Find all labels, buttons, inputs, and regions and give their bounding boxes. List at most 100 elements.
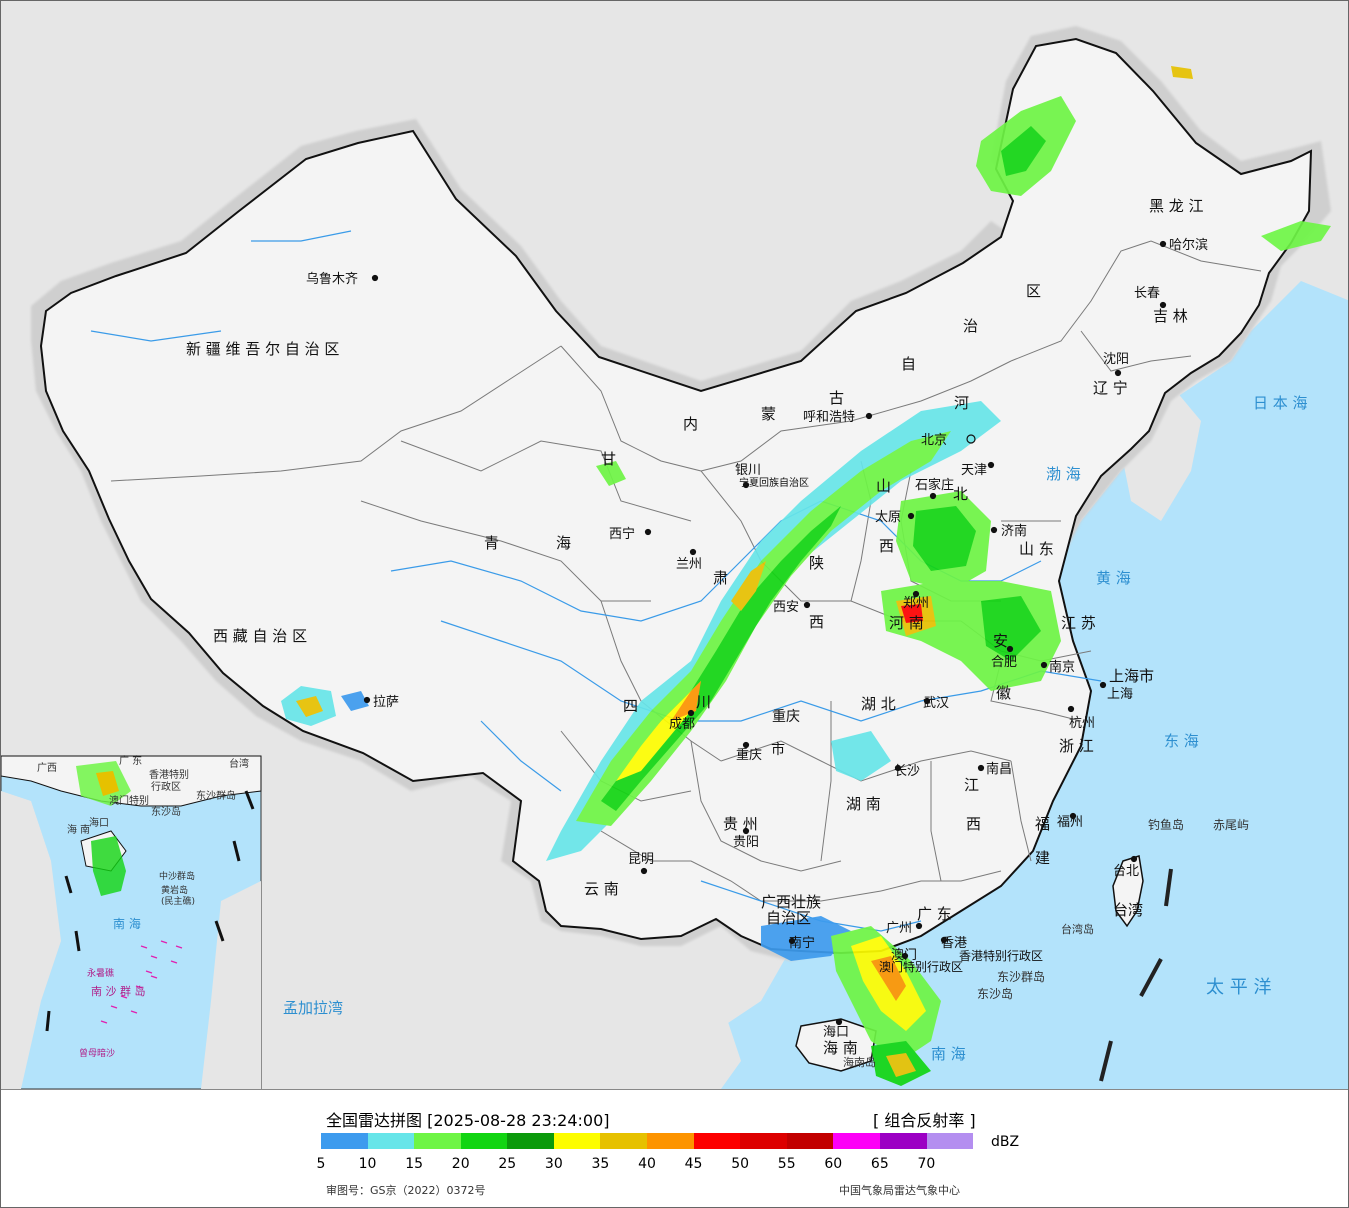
water-label: 渤 海 [1046, 465, 1081, 483]
scale-tick-label: 40 [638, 1156, 656, 1172]
scale-tick-label: 20 [451, 1156, 470, 1172]
approval-number: 审图号：GS京（2022）0372号 [326, 1184, 486, 1197]
city-marker-icon [923, 697, 931, 705]
province-label: 市 [771, 741, 785, 758]
province-label: 辽 宁 [1093, 379, 1128, 397]
province-label: 自治区 [766, 909, 811, 927]
city-marker-icon [1159, 240, 1167, 248]
scale-tick-label: 60 [824, 1156, 843, 1172]
hainan-island [795, 1018, 877, 1072]
city-label: 台北 [1113, 864, 1139, 879]
island-label: 钓鱼岛 [1148, 817, 1184, 832]
city-label: 北京 [921, 433, 947, 448]
color-swatch [786, 1133, 834, 1149]
province-label: 山 东 [1019, 540, 1054, 558]
province-label: 新 疆 维 吾 尔 自 治 区 [186, 340, 339, 358]
province-label: 内 [683, 415, 698, 433]
mosaic-title: 全国雷达拼图 [2025-08-28 23:24:00] [326, 1111, 610, 1130]
city-label: 天津 [961, 463, 987, 478]
color-swatch [414, 1133, 461, 1149]
water-label: 日 本 海 [1253, 394, 1308, 412]
province-label: 广 东 [917, 905, 952, 923]
city-marker-icon [907, 512, 915, 520]
water-label: 南 海 [931, 1045, 966, 1063]
city-marker-icon [1069, 812, 1077, 820]
city-label: 南京 [1049, 659, 1075, 675]
island-label: 东沙岛 [977, 986, 1013, 1001]
province-label: 澳门特别行政区 [879, 959, 963, 974]
scale-tick-label: 70 [917, 1156, 936, 1172]
province-label: 黑 龙 江 [1149, 197, 1204, 215]
color-swatch [553, 1133, 601, 1149]
province-label: 湖 南 [846, 795, 881, 813]
province-label: 山 [876, 477, 891, 495]
city-label: 南宁 [789, 935, 815, 951]
province-label: 安 [993, 632, 1008, 650]
city-marker-icon [1159, 301, 1167, 309]
agency-name: 中国气象局雷达气象中心 [839, 1184, 960, 1197]
inset-label: 香港特别 [149, 769, 189, 781]
city-marker-icon [940, 936, 948, 944]
inset-label: (民主礁) [161, 895, 195, 907]
water-label: 黄 海 [1096, 569, 1131, 587]
province-label: 徽 [996, 684, 1011, 702]
unit-label: dBZ [991, 1134, 1020, 1150]
city-marker-icon [1040, 661, 1048, 669]
city-marker-icon [1114, 369, 1122, 377]
city-label: 广州 [886, 921, 912, 936]
scale-tick-label: 55 [777, 1156, 796, 1172]
scale-tick-label: 65 [870, 1156, 889, 1172]
island-label: 台湾岛 [1061, 922, 1094, 936]
inset-label: 广西 [37, 762, 57, 774]
scale-tick-label: 30 [544, 1156, 563, 1172]
scale-tick-label: 15 [405, 1156, 424, 1172]
province-label: 西 [809, 613, 824, 631]
city-label: 哈尔滨 [1169, 237, 1208, 253]
scale-tick-label: 25 [498, 1156, 517, 1172]
city-label: 杭州 [1069, 716, 1095, 731]
south-asia-land [261, 761, 521, 1089]
province-label: 吉 林 [1153, 307, 1188, 325]
province-label: 西 [879, 537, 894, 555]
city-label: 海口 [823, 1025, 849, 1040]
island-label: 海南岛 [843, 1055, 876, 1069]
inset-label: 台湾 [229, 757, 249, 770]
scale-tick-label: 35 [591, 1156, 610, 1172]
province-label: 上海市 [1109, 667, 1154, 685]
city-label: 呼和浩特 [803, 410, 855, 425]
province-label: 海 [556, 534, 571, 552]
city-marker-icon [788, 937, 796, 945]
scale-tick-label: 5 [316, 1156, 326, 1172]
city-label: 济南 [1001, 523, 1027, 539]
province-label: 青 [484, 534, 499, 552]
city-marker-icon [1130, 855, 1138, 863]
radar-echoes [281, 66, 1331, 1086]
inset-label: 东沙岛 [151, 805, 181, 818]
color-swatch [460, 1133, 508, 1149]
city-label: 南昌 [986, 761, 1012, 777]
scale-tick-label: 10 [358, 1156, 377, 1172]
taiwan-island [1112, 855, 1144, 928]
city-marker-icon [742, 827, 750, 835]
city-label: 成都 [669, 717, 695, 732]
city-label: 西安 [773, 600, 799, 615]
city-marker-icon [1099, 681, 1107, 689]
color-swatch [600, 1133, 648, 1149]
city-marker-icon [1006, 645, 1014, 653]
city-label: 重庆 [736, 747, 762, 763]
city-label: 太原 [875, 510, 901, 525]
province-label: 西 [966, 815, 981, 833]
city-marker-icon [803, 601, 811, 609]
province-label: 重庆 [772, 709, 800, 725]
color-swatch [693, 1133, 741, 1149]
province-label: 区 [1026, 282, 1041, 300]
island-label: 赤尾屿 [1213, 818, 1249, 832]
city-marker-icon [987, 461, 995, 469]
city-label: 长春 [1134, 286, 1160, 301]
city-marker-icon [371, 274, 379, 282]
city-label: 银川 [735, 463, 761, 478]
city-marker-icon [901, 952, 909, 960]
province-label: 海 南 [823, 1039, 858, 1057]
